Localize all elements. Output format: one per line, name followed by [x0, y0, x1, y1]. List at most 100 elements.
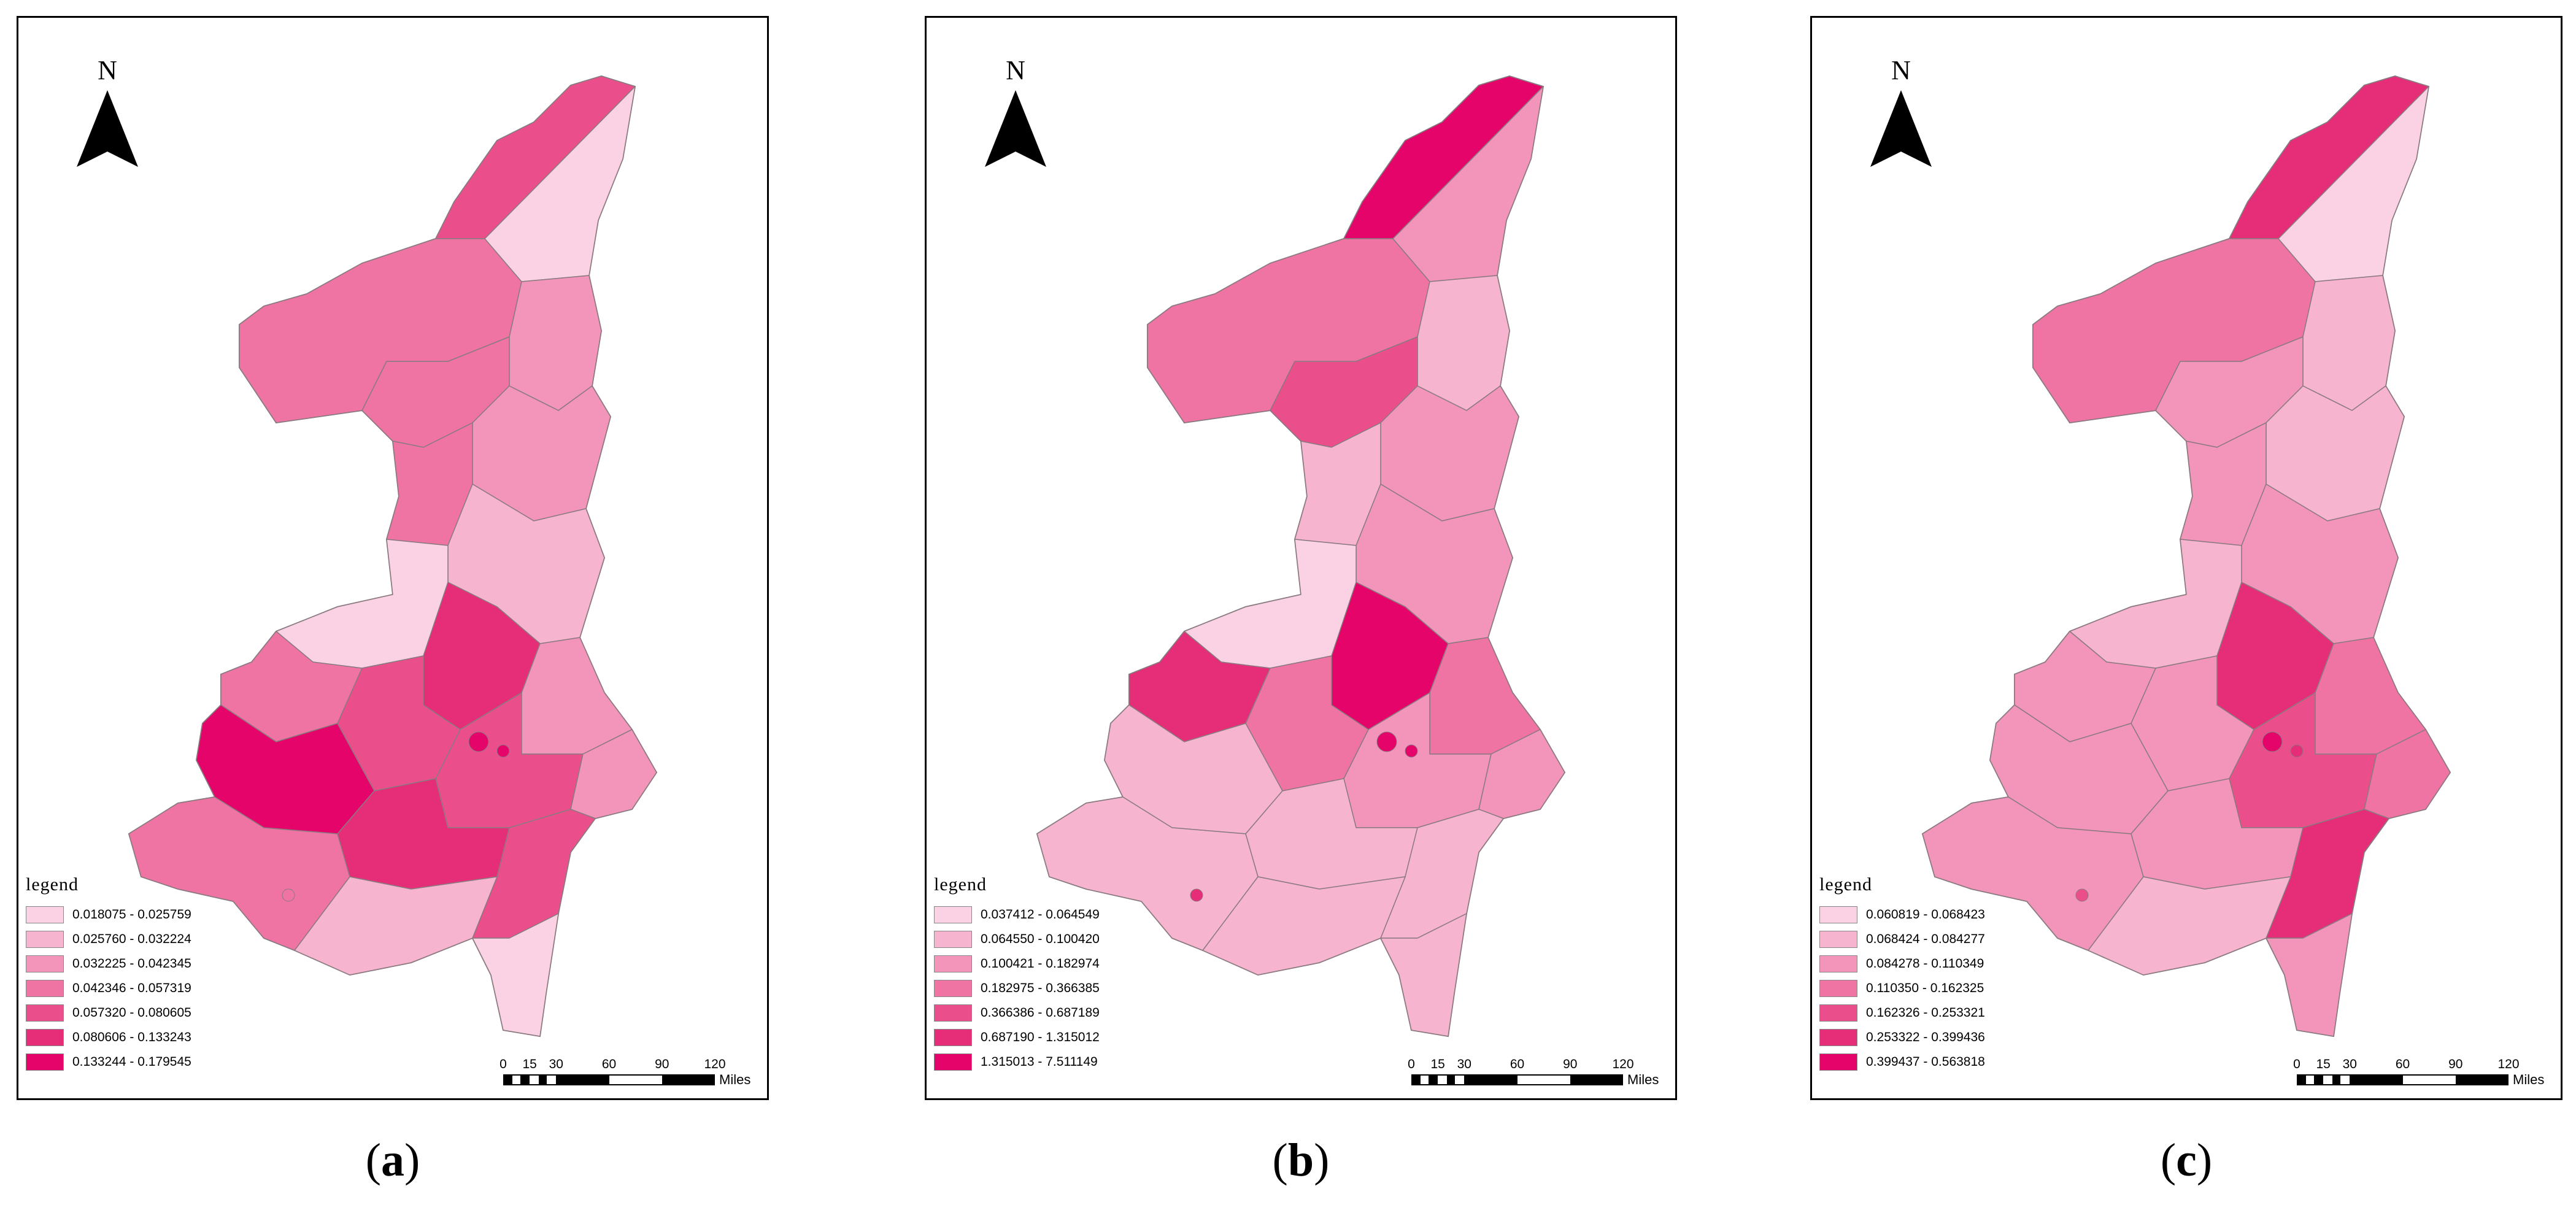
urban-district-region — [1405, 744, 1418, 758]
legend-title: legend — [934, 874, 987, 895]
legend-swatch — [26, 1004, 64, 1022]
legend-item: 0.084278 - 0.110349 — [1819, 952, 2077, 976]
scale-units: Miles — [1627, 1072, 1659, 1087]
urban-district-region — [2075, 888, 2089, 902]
legend-label: 0.068424 - 0.084277 — [1866, 932, 1985, 946]
legend-label: 0.025760 - 0.032224 — [72, 932, 191, 946]
county-regions — [1036, 75, 1566, 1038]
legend-swatch — [1819, 931, 1857, 948]
scale-tick-label: 0 — [1408, 1057, 1415, 1071]
legend-rows: 0.060819 - 0.068423 0.068424 - 0.084277 0.… — [1819, 903, 2077, 1074]
legend-swatch — [934, 980, 972, 997]
legend-title: legend — [1819, 874, 1872, 895]
legend-swatch — [26, 906, 64, 923]
scale-ticks: 0 15 30 60 90 120 — [1408, 1057, 1645, 1073]
legend-swatch — [934, 1053, 972, 1071]
panel-label-c: (c) — [2160, 1134, 2213, 1186]
scale-segment — [547, 1076, 557, 1084]
legend-rows: 0.037412 - 0.064549 0.064550 - 0.100420 0.… — [934, 903, 1192, 1074]
legend-label: 0.032225 - 0.042345 — [72, 957, 191, 971]
north-arrow-icon — [1870, 90, 1932, 167]
county-region — [276, 539, 449, 669]
legend-swatch — [1819, 1029, 1857, 1046]
scale-bar: 0 15 30 60 90 120 Miles — [2293, 1057, 2544, 1094]
legend: legend 0.037412 - 0.064549 0.064550 - 0.1… — [934, 874, 1192, 1074]
legend-swatch — [26, 955, 64, 972]
north-arrow: N — [982, 55, 1049, 190]
scale-tick-label: 60 — [2395, 1057, 2410, 1071]
county-region — [294, 876, 498, 976]
scale-segment — [556, 1076, 609, 1084]
urban-district-region — [468, 731, 489, 752]
legend-label: 0.133244 - 0.179545 — [72, 1055, 191, 1069]
county-regions — [128, 75, 658, 1038]
scale-segment — [1447, 1076, 1456, 1084]
legend-item: 0.162326 - 0.253321 — [1819, 1001, 2077, 1025]
urban-district-region — [282, 888, 295, 902]
urban-district-region — [496, 744, 510, 758]
legend-label: 0.018075 - 0.025759 — [72, 907, 191, 922]
legend-label: 0.084278 - 0.110349 — [1866, 957, 1984, 971]
legend-label: 0.064550 - 0.100420 — [981, 932, 1100, 946]
scale-segment — [1455, 1076, 1465, 1084]
legend-item: 0.080606 - 0.133243 — [26, 1025, 283, 1050]
legend-item: 0.068424 - 0.084277 — [1819, 927, 2077, 952]
scale-bar-graphic — [2297, 1074, 2509, 1085]
legend-label: 0.399437 - 0.563818 — [1866, 1055, 1985, 1069]
scale-tick-label: 60 — [601, 1057, 617, 1071]
legend-label: 0.162326 - 0.253321 — [1866, 1006, 1985, 1020]
legend-title: legend — [26, 874, 79, 895]
legend-item: 0.100421 - 0.182974 — [934, 952, 1192, 976]
scale-tick-label: 120 — [2497, 1057, 2520, 1071]
legend-label: 1.315013 - 7.511149 — [981, 1055, 1098, 1069]
legend-item: 0.060819 - 0.068423 — [1819, 903, 2077, 927]
choropleth-map-c — [1921, 75, 2451, 1038]
scale-segment — [1438, 1076, 1448, 1084]
scale-segment — [2455, 1076, 2509, 1084]
legend-swatch — [26, 931, 64, 948]
urban-district-region — [2262, 731, 2283, 752]
legend-swatch — [934, 955, 972, 972]
scale-tick-label: 90 — [1563, 1057, 1578, 1071]
legend-swatch — [934, 906, 972, 923]
scale-segment — [2323, 1076, 2333, 1084]
county-region — [1380, 913, 1467, 1037]
scale-segment — [520, 1076, 530, 1084]
legend-item: 0.133244 - 0.179545 — [26, 1050, 283, 1074]
legend-item: 0.037412 - 0.064549 — [934, 903, 1192, 927]
county-region — [1429, 637, 1541, 755]
scale-segment — [2297, 1076, 2306, 1084]
scale-segment — [512, 1076, 521, 1084]
scale-segment — [539, 1076, 547, 1084]
scale-bar-graphic — [1411, 1074, 1623, 1085]
north-label: N — [1006, 55, 1025, 85]
legend-swatch — [26, 1053, 64, 1071]
scale-tick-label: 15 — [522, 1057, 537, 1071]
scale-tick-label: 30 — [1457, 1057, 1471, 1071]
legend-swatch — [26, 980, 64, 997]
legend-label: 0.100421 - 0.182974 — [981, 957, 1100, 971]
county-region — [521, 637, 633, 755]
legend-rows: 0.018075 - 0.025759 0.025760 - 0.032224 0.… — [26, 903, 283, 1074]
legend-item: 0.182975 - 0.366385 — [934, 976, 1192, 1001]
scale-bar: 0 15 30 60 90 120 Miles — [499, 1057, 750, 1094]
urban-district-region — [2290, 744, 2304, 758]
scale-tick-label: 120 — [704, 1057, 726, 1071]
county-region — [2315, 637, 2426, 755]
scale-segment — [2332, 1076, 2341, 1084]
scale-segment — [609, 1076, 662, 1084]
legend-item: 0.042346 - 0.057319 — [26, 976, 283, 1001]
north-arrow-icon — [985, 90, 1046, 167]
scale-tick-label: 15 — [1430, 1057, 1445, 1071]
legend-label: 0.366386 - 0.687189 — [981, 1006, 1100, 1020]
legend: legend 0.018075 - 0.025759 0.025760 - 0.0… — [26, 874, 283, 1074]
legend-item: 0.025760 - 0.032224 — [26, 927, 283, 952]
scale-segment — [661, 1076, 715, 1084]
scale-tick-label: 90 — [2448, 1057, 2463, 1071]
legend-label: 0.080606 - 0.133243 — [72, 1030, 191, 1044]
scale-segment — [1429, 1076, 1438, 1084]
legend-label: 0.060819 - 0.068423 — [1866, 907, 1985, 922]
legend-swatch — [934, 1029, 972, 1046]
legend-label: 0.110350 - 0.162325 — [1866, 981, 1984, 995]
urban-district-region — [1376, 731, 1397, 752]
